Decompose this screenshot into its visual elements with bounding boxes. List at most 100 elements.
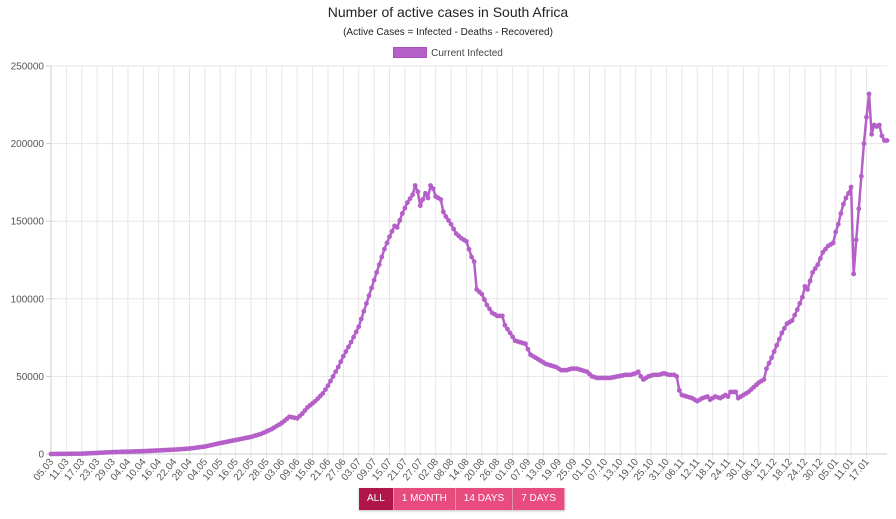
data-point[interactable]	[423, 190, 428, 196]
data-point[interactable]	[856, 206, 862, 212]
data-point[interactable]	[841, 201, 846, 207]
data-point[interactable]	[394, 225, 400, 230]
data-point[interactable]	[469, 254, 474, 260]
data-point[interactable]	[835, 221, 841, 227]
data-point[interactable]	[407, 196, 413, 202]
data-point[interactable]	[330, 374, 336, 379]
data-point[interactable]	[320, 391, 326, 396]
data-point[interactable]	[866, 91, 872, 97]
data-point[interactable]	[322, 387, 328, 392]
data-point[interactable]	[443, 214, 449, 219]
data-point[interactable]	[864, 114, 869, 120]
data-point[interactable]	[766, 360, 772, 366]
data-point[interactable]	[510, 334, 515, 340]
data-point[interactable]	[366, 293, 372, 299]
data-point[interactable]	[774, 342, 780, 348]
data-point[interactable]	[792, 312, 798, 318]
range-button-14-days[interactable]: 14 DAYS	[455, 488, 514, 510]
data-point[interactable]	[676, 387, 682, 393]
data-point[interactable]	[464, 238, 469, 244]
data-point[interactable]	[876, 122, 882, 128]
data-point[interactable]	[794, 307, 800, 313]
data-point[interactable]	[674, 374, 680, 379]
data-point[interactable]	[374, 270, 380, 275]
data-point[interactable]	[853, 237, 859, 243]
data-point[interactable]	[776, 336, 782, 342]
data-point[interactable]	[764, 366, 769, 372]
data-point[interactable]	[325, 383, 331, 389]
data-point[interactable]	[861, 141, 867, 147]
data-point[interactable]	[869, 131, 875, 137]
data-point[interactable]	[789, 318, 795, 323]
data-point[interactable]	[399, 211, 405, 216]
data-point[interactable]	[348, 339, 354, 345]
data-point[interactable]	[353, 329, 359, 335]
data-point[interactable]	[635, 369, 641, 375]
data-point[interactable]	[479, 291, 485, 297]
data-point[interactable]	[848, 184, 854, 190]
chart-legend[interactable]: Current Infected	[0, 47, 896, 59]
data-point[interactable]	[333, 369, 339, 375]
data-point[interactable]	[797, 301, 803, 306]
data-point[interactable]	[376, 262, 382, 268]
data-point[interactable]	[397, 218, 403, 223]
data-point[interactable]	[343, 349, 349, 354]
data-point[interactable]	[417, 203, 423, 209]
data-point[interactable]	[356, 324, 362, 330]
data-point[interactable]	[838, 211, 844, 216]
data-point[interactable]	[815, 262, 821, 268]
data-point[interactable]	[466, 246, 472, 252]
data-point[interactable]	[361, 308, 367, 314]
data-point[interactable]	[810, 270, 816, 275]
range-button-7-days[interactable]: 7 DAYS	[513, 488, 566, 510]
data-point[interactable]	[440, 209, 446, 215]
data-point[interactable]	[505, 326, 510, 332]
data-point[interactable]	[858, 173, 864, 179]
data-point[interactable]	[384, 240, 390, 246]
data-point[interactable]	[799, 294, 805, 300]
data-point[interactable]	[471, 259, 477, 264]
data-point[interactable]	[438, 197, 444, 202]
data-point[interactable]	[328, 378, 333, 384]
data-point[interactable]	[481, 297, 487, 302]
data-point[interactable]	[364, 301, 369, 306]
data-point[interactable]	[771, 349, 777, 354]
data-point[interactable]	[733, 389, 739, 395]
data-point[interactable]	[379, 254, 385, 260]
data-point[interactable]	[371, 277, 377, 283]
data-point[interactable]	[807, 278, 813, 284]
data-point[interactable]	[387, 234, 392, 240]
data-point[interactable]	[381, 246, 387, 252]
data-point[interactable]	[338, 359, 344, 365]
data-point[interactable]	[340, 353, 346, 359]
data-point[interactable]	[779, 330, 785, 336]
data-point[interactable]	[507, 330, 513, 336]
data-point[interactable]	[415, 189, 421, 195]
data-point[interactable]	[884, 138, 890, 143]
data-point[interactable]	[769, 355, 774, 361]
data-point[interactable]	[487, 306, 492, 312]
data-point[interactable]	[402, 205, 408, 211]
data-point[interactable]	[446, 218, 451, 223]
data-point[interactable]	[425, 195, 431, 201]
data-point[interactable]	[812, 266, 818, 271]
data-point[interactable]	[412, 183, 418, 188]
data-point[interactable]	[782, 325, 787, 331]
data-point[interactable]	[430, 186, 436, 192]
data-point[interactable]	[351, 334, 356, 340]
range-button-1-month[interactable]: 1 MONTH	[393, 488, 456, 510]
data-point[interactable]	[830, 240, 836, 246]
data-point[interactable]	[420, 197, 426, 202]
data-point[interactable]	[502, 322, 508, 328]
data-point[interactable]	[846, 190, 851, 196]
data-point[interactable]	[346, 344, 351, 350]
data-point[interactable]	[405, 200, 410, 205]
data-point[interactable]	[525, 346, 531, 352]
data-point[interactable]	[843, 195, 849, 201]
data-point[interactable]	[725, 394, 731, 399]
data-point[interactable]	[833, 229, 839, 235]
range-button-all[interactable]: ALL	[359, 488, 394, 510]
data-point[interactable]	[817, 256, 823, 261]
data-point[interactable]	[851, 271, 857, 277]
data-point[interactable]	[499, 313, 505, 319]
